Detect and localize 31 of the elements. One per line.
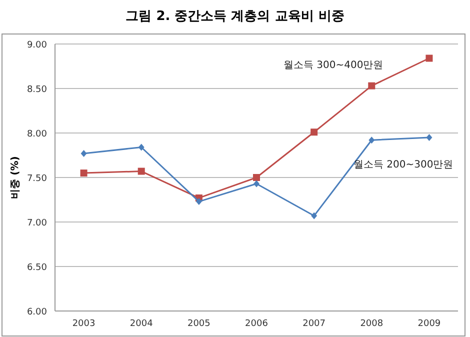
y-tick-label: 7.50: [26, 174, 48, 184]
y-tick-label: 9.00: [26, 40, 48, 50]
point: [196, 198, 202, 206]
y-tick-label: 7.00: [26, 218, 48, 228]
point: [138, 168, 145, 175]
point: [368, 136, 375, 144]
x-tick-label: 2007: [302, 319, 326, 329]
y-tick-label: 8.00: [26, 130, 48, 140]
series-label: 월소득 300~400만원: [283, 60, 384, 72]
x-tick-label: 2003: [72, 319, 96, 329]
point: [254, 180, 260, 188]
x-tick-label: 2004: [130, 319, 154, 329]
y-tick-label: 6.00: [26, 308, 48, 318]
point: [80, 170, 88, 177]
point: [426, 134, 432, 141]
series-label: 월소득 200~300만원: [353, 159, 454, 170]
x-tick-label: 2008: [360, 319, 384, 329]
chart-title: 그림 2. 중간소득 계층의 교육비 비중: [126, 9, 344, 24]
point: [311, 212, 318, 220]
x-tick-label: 2006: [245, 319, 268, 329]
y-axis-title: 비중 (%): [10, 156, 21, 199]
point: [253, 174, 260, 181]
point: [80, 150, 87, 157]
y-tick-label: 8.50: [26, 85, 48, 95]
point: [368, 82, 376, 90]
y-tick-label: 6.50: [26, 263, 48, 273]
point: [310, 128, 318, 136]
x-tick-label: 2009: [418, 319, 441, 329]
x-tick-label: 2005: [187, 319, 210, 329]
point: [138, 144, 144, 151]
point: [426, 54, 433, 62]
